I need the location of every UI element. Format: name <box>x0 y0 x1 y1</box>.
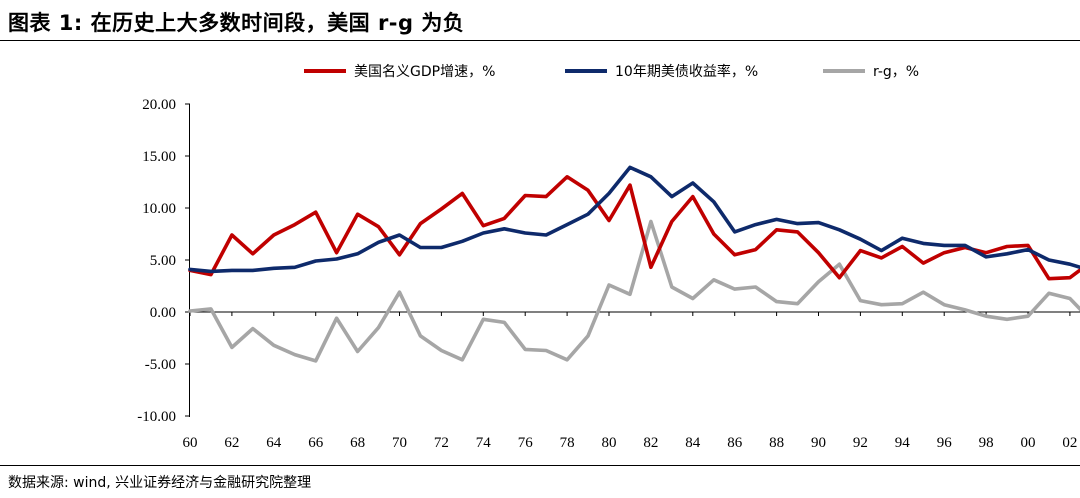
footer-divider <box>0 465 1080 466</box>
page-title: 图表 1: 在历史上大多数时间段，美国 r-g 为负 <box>8 11 465 35</box>
y-tick-label: 0.00 <box>150 305 176 321</box>
x-tick-label: 92 <box>853 435 868 451</box>
x-tick-label: 98 <box>979 435 994 451</box>
legend: 美国名义GDP增速，% 10年期美债收益率，% r-g，% <box>304 63 919 80</box>
x-tick-label: 64 <box>266 435 282 451</box>
x-tick-label: 74 <box>476 435 492 451</box>
title-divider <box>0 40 1080 41</box>
series-line-1 <box>188 165 1080 274</box>
x-tick-label: 84 <box>685 435 701 451</box>
x-tick-label: 72 <box>434 435 449 451</box>
series-line-0 <box>188 175 1080 281</box>
line-chart: 美国名义GDP增速，% 10年期美债收益率，% r-g，% 20.00 15.00 10… <box>137 63 1080 451</box>
x-tick-label: 80 <box>602 435 617 451</box>
axes: 20.00 15.00 10.00 5.00 0.00 -5.00 -10.00 60 62 64… <box>137 97 1080 451</box>
y-tick-label: -5.00 <box>145 357 176 373</box>
x-tick-label: 68 <box>350 435 365 451</box>
x-tick-label: 78 <box>560 435 575 451</box>
y-tick-label: -10.00 <box>137 409 176 425</box>
x-tick-label: 66 <box>308 435 324 451</box>
y-tick-label: 15.00 <box>142 149 176 165</box>
x-tick-label: 90 <box>811 435 826 451</box>
legend-label: 10年期美债收益率，% <box>615 63 758 80</box>
y-tick-label: 20.00 <box>142 97 176 113</box>
legend-label: r-g，% <box>873 64 919 80</box>
x-tick-label: 00 <box>1021 435 1036 451</box>
x-tick-label: 70 <box>392 435 407 451</box>
x-tick-label: 60 <box>183 435 198 451</box>
x-tick-label: 86 <box>727 435 743 451</box>
x-tick-label: 62 <box>224 435 239 451</box>
y-tick-label: 10.00 <box>142 201 176 217</box>
series-lines <box>188 165 1080 363</box>
x-tick-label: 96 <box>937 435 953 451</box>
y-tick-label: 5.00 <box>150 253 176 269</box>
x-tick-label: 02 <box>1062 435 1077 451</box>
legend-label: 美国名义GDP增速，% <box>354 64 495 80</box>
x-tick-label: 88 <box>769 435 784 451</box>
x-tick-label: 94 <box>895 435 911 451</box>
x-tick-label: 76 <box>518 435 534 451</box>
series-line-2 <box>188 219 1080 363</box>
x-tick-label: 82 <box>643 435 658 451</box>
source-note: 数据来源: wind, 兴业证券经济与金融研究院整理 <box>8 475 312 491</box>
